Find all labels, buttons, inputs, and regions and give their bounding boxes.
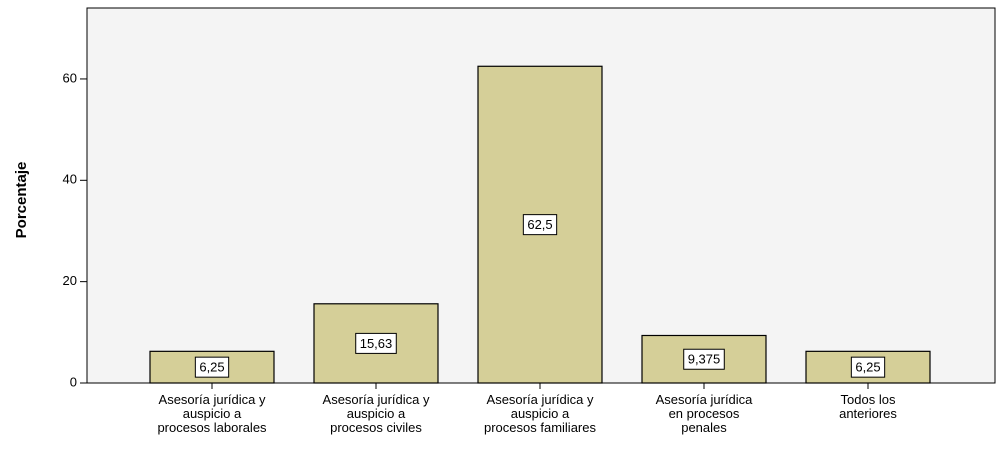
value-label: 62,5 — [527, 217, 552, 232]
x-tick-label: Asesoría jurídica y auspicio a procesos … — [322, 392, 430, 435]
value-label: 6,25 — [855, 360, 880, 375]
x-tick-label: Asesoría jurídica y auspicio a procesos … — [484, 392, 596, 435]
value-label: 15,63 — [360, 336, 393, 351]
value-label-box — [683, 348, 725, 370]
value-label-box — [522, 214, 558, 236]
y-tick-label: 60 — [63, 70, 77, 85]
x-tick-label: Asesoría jurídica en procesos penales — [655, 392, 753, 435]
y-tick-label: 0 — [70, 374, 77, 389]
x-tick-label: Asesoría jurídica y auspicio a procesos … — [157, 392, 267, 435]
value-label: 9,375 — [688, 352, 721, 367]
x-tick-label: Todos los anteriores — [839, 392, 897, 421]
value-label-box — [355, 332, 397, 354]
y-axis-label: Porcentaje — [13, 162, 30, 239]
value-label-box — [194, 356, 230, 378]
value-label: 6,25 — [199, 360, 224, 375]
value-label-box — [850, 356, 886, 378]
y-tick-label: 20 — [63, 273, 77, 288]
y-tick-label: 40 — [63, 172, 77, 187]
